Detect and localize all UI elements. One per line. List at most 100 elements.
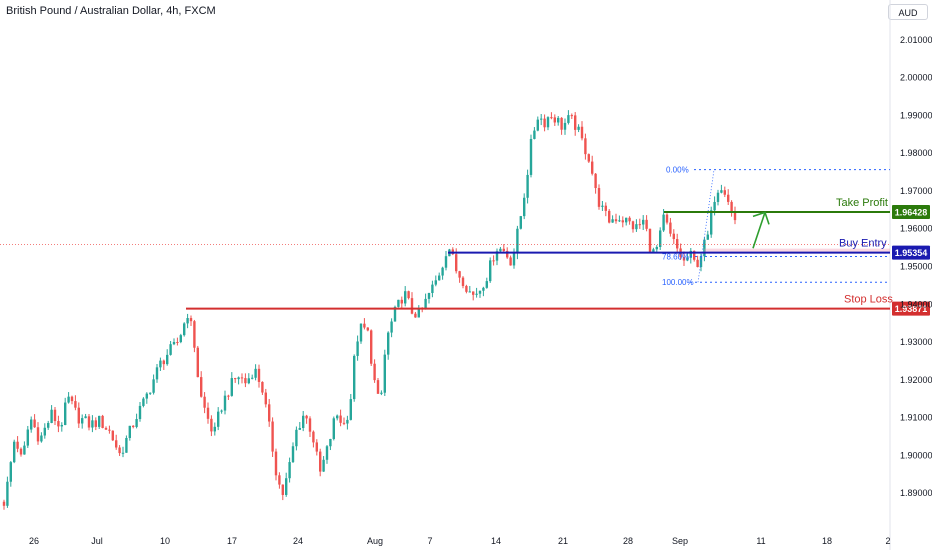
candle-body [288,462,291,479]
candle-body [472,291,475,295]
time-axis: 26 Jul 10 17 24 Aug 7 14 21 28 Sep 11 18 2 [29,536,891,546]
x-tick-label: Sep [672,536,688,546]
candle [383,349,386,397]
candle-body [121,452,125,454]
entry-price-tag [892,245,930,260]
candle [9,460,12,487]
candle [336,414,339,421]
candle [135,413,138,429]
candle [257,364,261,388]
x-tick-label: 17 [227,536,237,546]
candle-body [390,321,393,333]
candle-body [101,415,104,428]
candle [730,200,733,217]
candle-body [244,378,247,384]
candle-body [230,378,233,396]
candle-body [482,287,485,291]
candle [574,112,577,136]
candle-body [47,422,50,428]
candle [441,266,444,280]
candle [193,319,196,353]
candle [597,184,601,210]
candle-body [203,396,206,408]
candle-body [363,323,366,328]
candle [33,414,36,428]
candle-body [87,416,91,428]
candle-body [441,267,444,276]
candle-body [264,392,267,405]
candle-body [268,404,271,422]
candle [577,124,580,133]
candle-body [142,398,145,406]
stop-price-tag [892,301,930,316]
candle-body [465,285,468,292]
candle-body [434,280,437,285]
candle [519,215,522,230]
currency-selector-button[interactable]: AUD [888,4,928,20]
candle-body [665,214,669,223]
candle [64,397,67,426]
candle-body [261,381,264,393]
candle-body [223,395,227,411]
candle [407,290,410,300]
candle-body [652,249,655,253]
candle [121,446,125,458]
candle-body [706,234,709,240]
candle-body [601,205,604,207]
candle [451,247,454,256]
candle [475,287,478,298]
candle-body [618,220,621,222]
candle [397,299,400,308]
candle-body [60,425,63,427]
candle [210,415,213,437]
candle [295,426,298,451]
candle [682,251,686,266]
y-tick-label: 1.99000 [900,110,932,120]
candle [601,200,604,211]
candle-body [597,188,601,207]
candle-body [407,291,410,299]
candlestick-series [2,110,737,510]
candle-body [193,321,196,348]
candle [458,270,461,283]
candle [47,420,50,430]
candle [444,251,448,271]
candle [274,448,278,481]
take-profit-label: Take Profit [836,197,888,209]
candle [638,218,641,229]
candle [655,245,658,253]
candle-body [455,254,458,272]
x-tick-label: Jul [91,536,103,546]
candle [74,395,77,411]
candle [138,401,142,422]
candle-body [43,427,46,436]
candle [319,448,322,477]
candle-body [94,420,97,427]
candle-body [553,117,556,123]
candle-body [438,275,441,281]
candle [482,286,485,297]
candle-body [543,118,546,128]
candle-body [557,117,560,123]
candle-body [648,228,652,253]
take-profit-price-tag [892,205,930,220]
candle [380,390,383,396]
x-tick-label: 28 [623,536,633,546]
candle-body [196,347,199,378]
candle [431,280,434,298]
candle [254,364,257,381]
fib-level-label: 0.00% [666,166,689,175]
candle [152,374,155,395]
candle [217,407,220,431]
y-tick-label: 1.90000 [900,450,932,460]
candle [223,390,227,415]
candle-body [506,250,509,258]
candle-body [659,230,662,247]
y-tick-label: 2.00000 [900,73,932,83]
candle-body [587,154,590,162]
candle-body [512,253,516,266]
projection-arrow [752,212,766,249]
candle [302,410,305,432]
candle [189,315,193,326]
